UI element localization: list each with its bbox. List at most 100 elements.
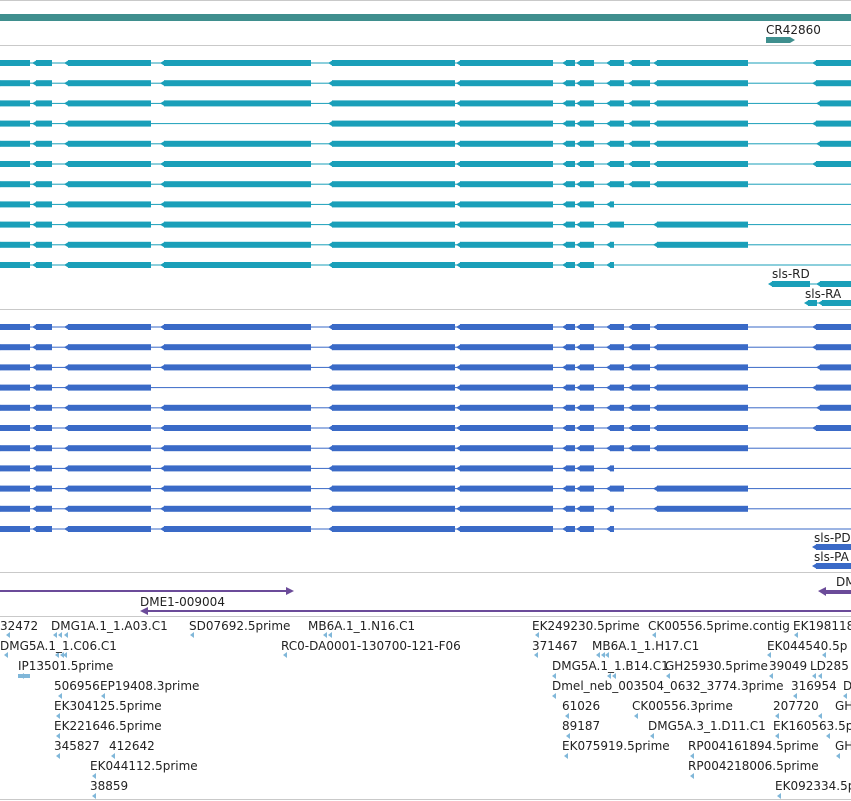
est-label[interactable]: 506956	[54, 679, 100, 693]
protein-row[interactable]	[0, 485, 851, 492]
prediction-label-dm[interactable]: DM	[836, 575, 851, 589]
protein-row[interactable]	[0, 364, 851, 371]
strand-arrow-icon[interactable]	[767, 652, 771, 658]
est-label[interactable]: DMG5A.1_1.C06.C1	[0, 639, 117, 653]
est-label[interactable]: Dmel_neb_003504_0632_3774.3prime	[552, 679, 784, 693]
transcript-row[interactable]	[0, 161, 851, 167]
est-label[interactable]: 89187	[562, 719, 601, 733]
transcript-row[interactable]	[0, 262, 851, 268]
est-label[interactable]: EK221646.5prime	[54, 719, 162, 733]
protein-row[interactable]	[0, 344, 851, 351]
strand-arrow-icon[interactable]	[564, 753, 568, 759]
strand-arrow-icon[interactable]	[794, 632, 798, 638]
strand-arrow-icon[interactable]	[565, 713, 569, 719]
strand-arrow-icon[interactable]	[58, 632, 62, 638]
strand-arrow-icon[interactable]	[836, 753, 840, 759]
strand-arrow-icon[interactable]	[6, 632, 10, 638]
protein-row[interactable]	[0, 445, 851, 452]
protein-row[interactable]	[0, 404, 851, 411]
est-label[interactable]: 38859	[90, 779, 129, 793]
strand-arrow-icon[interactable]	[822, 652, 826, 658]
transcript-row[interactable]	[0, 241, 851, 248]
est-label[interactable]: DMG5A.1_1.B14.C1	[552, 659, 669, 673]
protein-row[interactable]	[812, 563, 851, 569]
strand-arrow-icon[interactable]	[634, 713, 638, 719]
gene-bar[interactable]	[0, 14, 851, 21]
strand-arrow-icon[interactable]	[612, 673, 616, 679]
est-label[interactable]: EP19408.3prime	[100, 679, 200, 693]
est-label[interactable]: GH	[835, 739, 851, 753]
strand-arrow-icon[interactable]	[650, 733, 654, 739]
strand-arrow-icon[interactable]	[818, 713, 822, 719]
est-label[interactable]: EK044540.5p	[767, 639, 848, 653]
strand-arrow-icon[interactable]	[92, 793, 96, 799]
protein-label-sls-pd[interactable]: sls-PD	[814, 531, 851, 545]
strand-arrow-icon[interactable]	[111, 753, 115, 759]
strand-arrow-icon[interactable]	[53, 632, 57, 638]
strand-arrow-icon[interactable]	[652, 632, 656, 638]
strand-arrow-icon[interactable]	[775, 733, 779, 739]
est-label[interactable]: SD07692.5prime	[189, 619, 291, 633]
est-label[interactable]: RP004218006.5prime	[688, 759, 819, 773]
strand-arrow-icon[interactable]	[534, 652, 538, 658]
transcript-row[interactable]	[0, 60, 851, 66]
protein-row[interactable]	[0, 324, 851, 330]
est-label[interactable]: EK092334.5p	[775, 779, 851, 793]
est-label[interactable]: MB6A.1_1.N16.C1	[308, 619, 416, 633]
est-label[interactable]: RC0-DA0001-130700-121-F06	[281, 639, 461, 653]
transcript-row[interactable]	[0, 80, 851, 87]
est-label[interactable]: EK304125.5prime	[54, 699, 162, 713]
est-label[interactable]: EK044112.5prime	[90, 759, 198, 773]
est-label[interactable]: 39049	[769, 659, 808, 673]
strand-arrow-icon[interactable]	[596, 652, 600, 658]
est-label[interactable]: DMG5A.3_1.D11.C1	[648, 719, 766, 733]
strand-arrow-icon[interactable]	[690, 773, 694, 779]
strand-arrow-icon[interactable]	[101, 693, 105, 699]
transcript-label-sls-rd[interactable]: sls-RD	[772, 267, 810, 281]
strand-arrow-icon[interactable]	[552, 673, 556, 679]
strand-arrow-icon[interactable]	[605, 652, 609, 658]
prediction-feature-dme1-009004[interactable]	[0, 590, 286, 592]
est-label[interactable]: CK00556.5prime.contig	[648, 619, 790, 633]
strand-arrow-icon[interactable]	[55, 652, 59, 658]
protein-row[interactable]	[812, 544, 851, 550]
strand-arrow-icon[interactable]	[607, 673, 611, 679]
protein-row[interactable]	[0, 505, 851, 512]
strand-arrow-icon[interactable]	[601, 652, 605, 658]
strand-arrow-icon[interactable]	[843, 693, 847, 699]
est-label[interactable]: LD285	[810, 659, 849, 673]
strand-arrow-icon[interactable]	[56, 753, 60, 759]
est-label[interactable]: 345827	[54, 739, 100, 753]
est-label[interactable]: EK198118	[793, 619, 851, 633]
est-feature[interactable]	[18, 674, 30, 678]
protein-row[interactable]	[0, 425, 851, 431]
est-label[interactable]: GH	[835, 699, 851, 713]
strand-arrow-icon[interactable]	[58, 693, 62, 699]
est-label[interactable]: IP13501.5prime	[18, 659, 114, 673]
est-label[interactable]: 207720	[773, 699, 819, 713]
transcript-row[interactable]	[768, 281, 851, 287]
gene-feature-cr42860[interactable]	[766, 37, 790, 43]
strand-arrow-icon[interactable]	[64, 632, 68, 638]
est-label[interactable]: GH25930.5prime	[665, 659, 768, 673]
prediction-feature-dm[interactable]	[824, 590, 851, 594]
protein-row[interactable]	[0, 384, 851, 391]
strand-arrow-icon[interactable]	[793, 693, 797, 699]
protein-row[interactable]	[0, 465, 851, 472]
est-label[interactable]: EK160563.5p	[773, 719, 851, 733]
strand-arrow-icon[interactable]	[283, 652, 287, 658]
est-label[interactable]: 412642	[109, 739, 155, 753]
strand-arrow-icon[interactable]	[60, 652, 64, 658]
transcript-row[interactable]	[0, 221, 851, 228]
est-label[interactable]: MB6A.1_1.H17.C1	[592, 639, 700, 653]
strand-arrow-icon[interactable]	[92, 773, 96, 779]
strand-arrow-icon[interactable]	[535, 632, 539, 638]
strand-arrow-icon[interactable]	[190, 632, 194, 638]
strand-arrow-icon[interactable]	[812, 673, 816, 679]
est-label[interactable]: DMG1A.1_1.A03.C1	[51, 619, 168, 633]
transcript-row[interactable]	[804, 300, 851, 306]
strand-arrow-icon[interactable]	[552, 693, 556, 699]
strand-arrow-icon[interactable]	[777, 793, 781, 799]
strand-arrow-icon[interactable]	[4, 652, 8, 658]
strand-arrow-icon[interactable]	[63, 652, 67, 658]
